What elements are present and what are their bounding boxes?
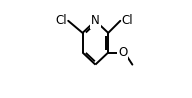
Text: N: N xyxy=(91,14,100,27)
Text: O: O xyxy=(118,46,127,59)
Text: Cl: Cl xyxy=(56,14,67,27)
Text: Cl: Cl xyxy=(121,14,133,27)
